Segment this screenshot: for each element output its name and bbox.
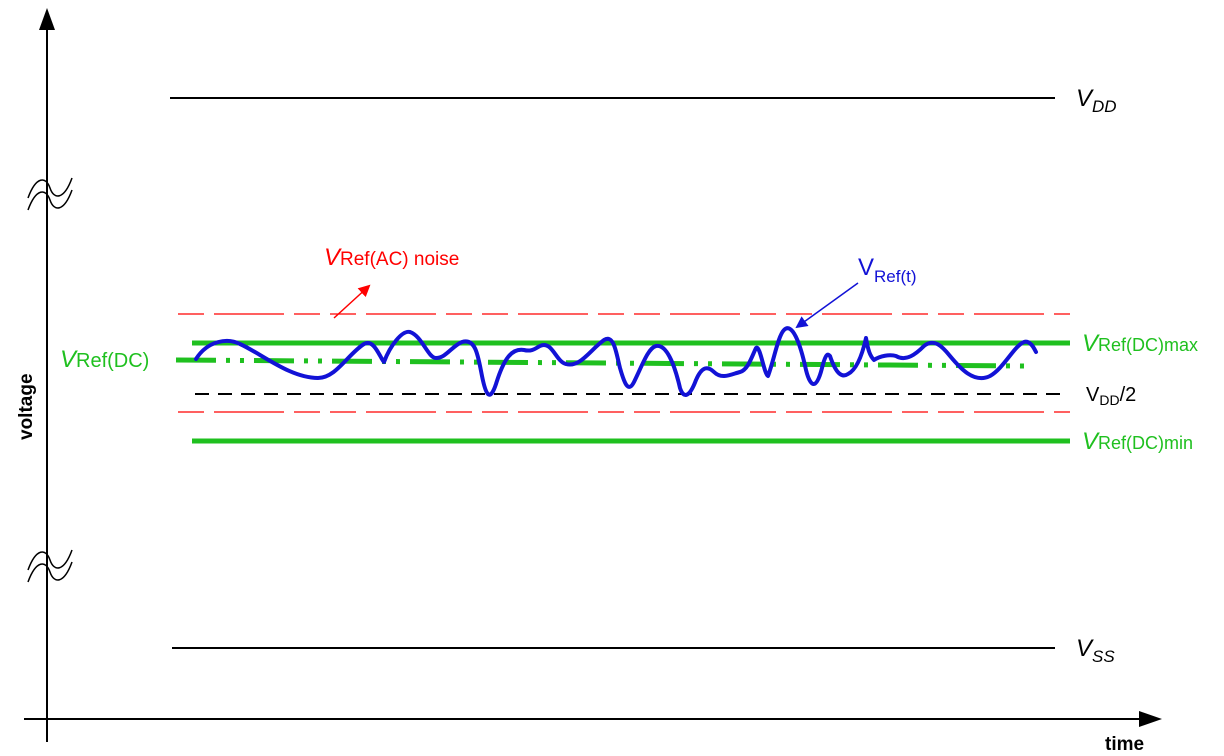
axes: voltage time	[16, 8, 1162, 755]
x-axis-arrowhead	[1139, 711, 1162, 727]
vref-dc-min-label: VRef(DC)min	[1082, 428, 1193, 455]
vref-ac-noise-label: VRef(AC) noise	[324, 244, 459, 271]
axis-break-icon	[27, 549, 73, 583]
vref-dc-line	[175, 357, 1029, 369]
x-axis-label: time	[1105, 734, 1144, 755]
y-axis-arrowhead	[39, 8, 55, 30]
arrow-icon	[795, 282, 859, 329]
vref-t-waveform	[194, 326, 1038, 397]
vdd-label: VDD	[1076, 85, 1117, 116]
arrow-icon	[333, 284, 371, 319]
vref-dc-label: VRef(DC)	[60, 346, 149, 373]
vref-t-label: VRef(t)	[858, 254, 917, 286]
vss-label: VSS	[1076, 635, 1115, 666]
y-axis-label: voltage	[16, 373, 37, 440]
vdd-half-label: VDD/2	[1086, 384, 1136, 408]
vref-dc-max-label: VRef(DC)max	[1082, 330, 1198, 357]
axis-break-icon	[27, 177, 73, 211]
